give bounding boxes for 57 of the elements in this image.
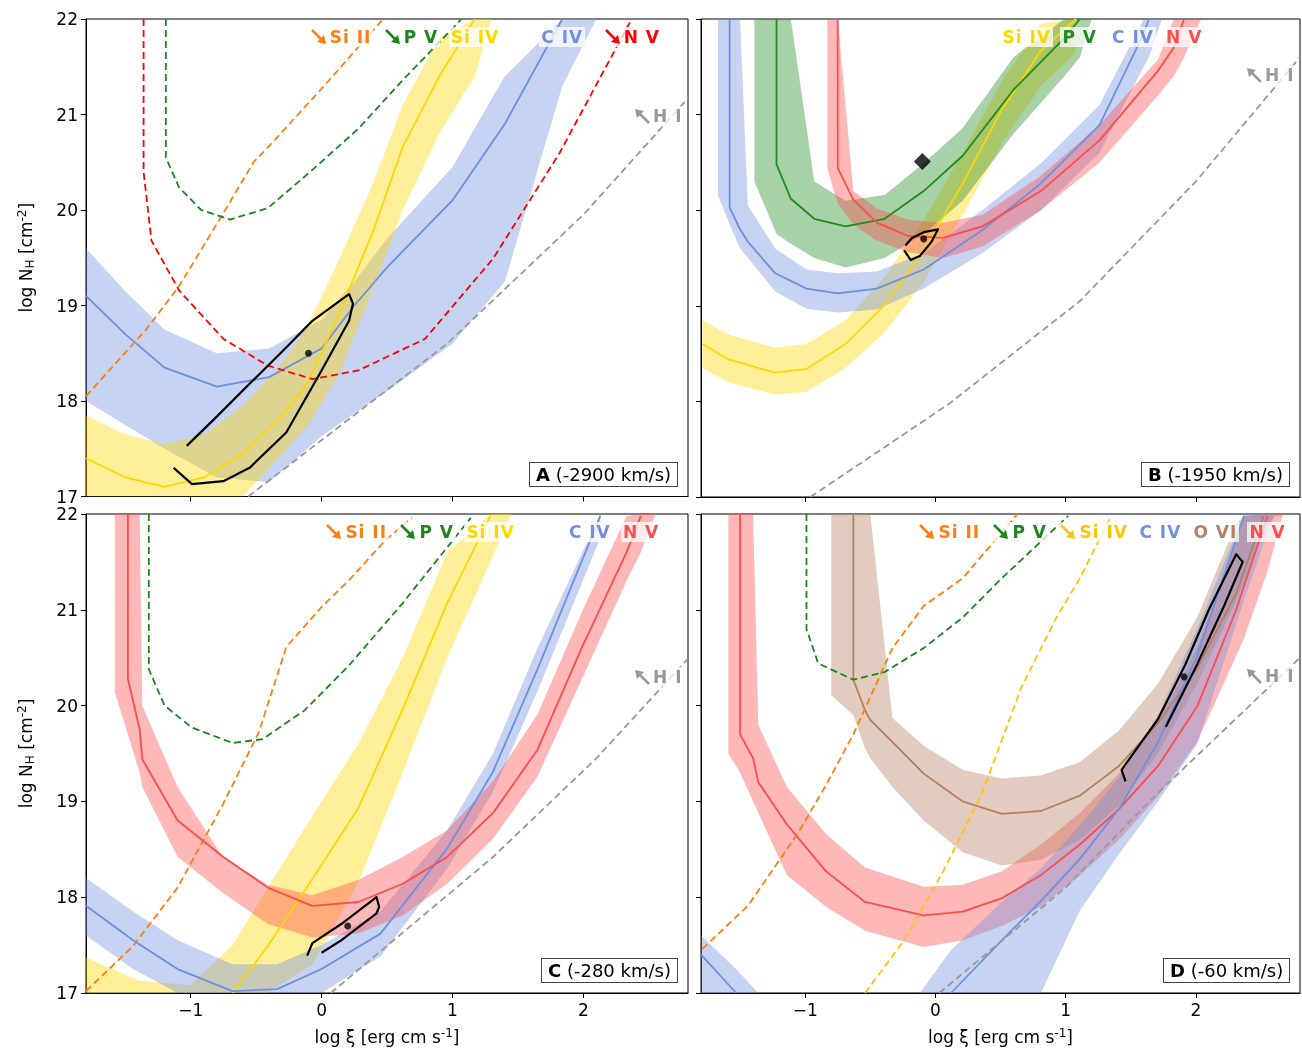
series-label: Si IV (1002, 27, 1051, 47)
y-tick-label: 22 (56, 504, 78, 524)
line-series (85, 18, 564, 388)
series-label: Si IV (466, 522, 515, 542)
legend-label: Si IV (1079, 522, 1128, 542)
y-tick-label: 17 (56, 486, 78, 507)
y-tick-label: 18 (56, 887, 78, 908)
series-label: Si IV (450, 27, 500, 47)
y-tick-label: 19 (56, 295, 78, 316)
y-tick-label: 17 (56, 983, 78, 1003)
x-tick-label: −1 (792, 999, 818, 1020)
legend-label: H I (1265, 65, 1295, 86)
series-label: O VI (1193, 522, 1238, 542)
x-tick-label: 0 (929, 999, 941, 1020)
line-series (231, 515, 492, 994)
line-series (85, 18, 384, 398)
series-label: N V (1249, 522, 1286, 542)
series-label: C IV (541, 27, 584, 47)
annotation: A (-2900 km/s) (529, 462, 679, 487)
legend-label: P V (403, 27, 439, 47)
x-tick-label: 1 (1060, 999, 1072, 1020)
x-tick-label: 2 (1190, 999, 1202, 1020)
x-tick-label: −1 (178, 999, 204, 1020)
series-label: C IV (1112, 27, 1154, 47)
series-label: C IV (568, 522, 611, 542)
legend-label: Si II (345, 522, 388, 542)
legend-label: Si II (329, 27, 372, 47)
annotation: D (-60 km/s) (1163, 958, 1291, 983)
y-tick-label: 21 (56, 104, 78, 125)
x-tick-label: 2 (577, 999, 589, 1020)
legend-label: P V (419, 522, 454, 542)
y-tick-label: 22 (56, 9, 78, 29)
legend-label: Si II (938, 522, 981, 542)
annotation: B (-1950 km/s) (1141, 462, 1290, 487)
series-label: N V (622, 522, 660, 542)
line-series (247, 97, 689, 498)
legend-label: H I (1265, 665, 1295, 686)
x-tick-label: 1 (447, 999, 458, 1020)
line-series (329, 657, 689, 994)
y-tick-label: 21 (56, 599, 78, 620)
annotation: C (-280 km/s) (541, 958, 678, 983)
y-tick-label: 20 (56, 200, 78, 220)
line-series (306, 896, 381, 957)
y-axis-title: log NH [cm-2] (15, 698, 37, 809)
series-label: N V (1166, 27, 1203, 47)
legend-label: N V (623, 27, 661, 47)
y-axis-title: log NH [cm-2] (15, 202, 37, 313)
y-tick-label: 18 (56, 391, 78, 411)
text: C IV (1139, 522, 1182, 542)
legend-label: P V (1012, 522, 1047, 542)
legend-label: H I (653, 666, 683, 687)
legend-label: H I (653, 106, 683, 127)
series-label: P V (1062, 27, 1097, 47)
line-series (172, 292, 355, 486)
y-tick-label: 20 (56, 695, 78, 716)
x-tick-label: 0 (316, 999, 327, 1020)
y-tick-label: 19 (56, 791, 78, 812)
